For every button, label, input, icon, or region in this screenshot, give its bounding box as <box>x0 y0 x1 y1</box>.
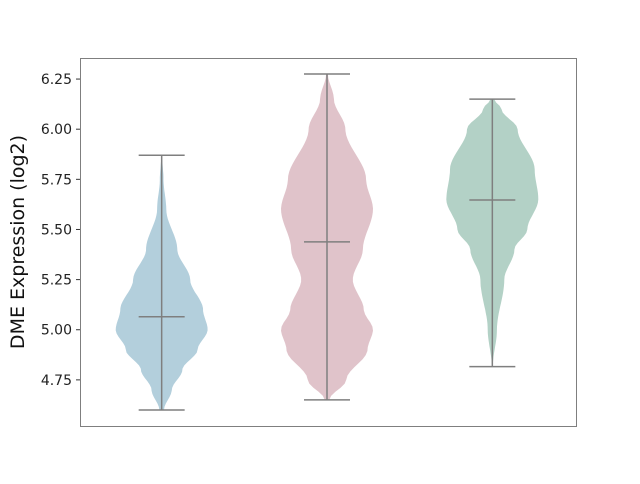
y-tick-label: 5.00 <box>41 323 72 339</box>
y-tick-label: 4.75 <box>41 373 72 389</box>
plot-frame <box>80 58 577 427</box>
y-tick-label: 6.25 <box>41 72 72 88</box>
y-tick-label: 5.50 <box>41 222 72 238</box>
violins <box>115 73 539 411</box>
y-tick-label: 5.25 <box>41 273 72 289</box>
y-axis: 4.75 5.00 5.25 5.50 5.75 6.00 6.25 <box>41 72 80 389</box>
y-axis-label: DME Expression (log2) <box>7 135 29 349</box>
y-tick-label: 6.00 <box>41 122 72 138</box>
y-tick-label: 5.75 <box>41 172 72 188</box>
